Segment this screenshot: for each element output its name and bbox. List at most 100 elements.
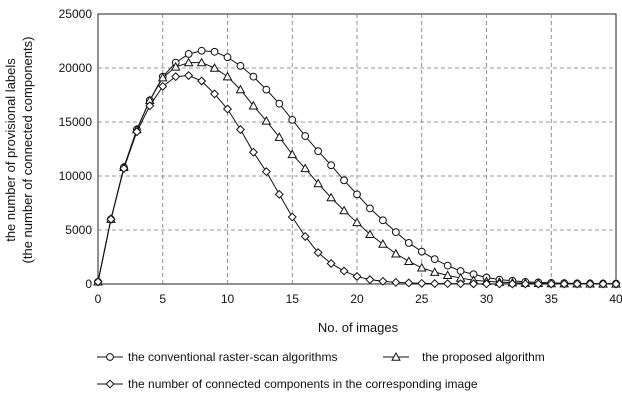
data-point-diamond <box>559 279 569 289</box>
data-point-triangle <box>378 239 388 248</box>
y-axis-label: the number of provisional labels <box>3 58 18 242</box>
data-point-diamond <box>611 279 621 289</box>
data-point-circle <box>404 239 413 247</box>
data-point-diamond <box>119 163 129 173</box>
legend-marker-triangle <box>391 351 401 361</box>
data-point-triangle <box>416 262 427 272</box>
data-point-diamond <box>585 279 595 289</box>
data-point-diamond <box>235 125 245 135</box>
x-axis-label: No. of images <box>318 320 399 335</box>
data-point-diamond <box>197 76 207 86</box>
data-point-circle <box>391 228 400 237</box>
data-point-diamond <box>404 278 414 288</box>
data-point-diamond <box>352 271 362 281</box>
data-point-triangle <box>403 256 414 266</box>
x-tick-label: 40 <box>609 292 622 306</box>
data-point-diamond <box>261 167 271 177</box>
data-point-diamond <box>287 212 297 222</box>
data-point-circle <box>262 85 271 94</box>
data-point-diamond <box>145 101 155 111</box>
y-tick-label: 20000 <box>59 61 93 75</box>
data-point-circle <box>197 46 206 55</box>
data-point-diamond <box>222 104 233 114</box>
x-tick-label: 10 <box>221 292 235 306</box>
x-tick-label: 35 <box>545 292 559 306</box>
y-tick-label: 5000 <box>65 223 92 237</box>
y-axis-label-secondary: (the number of connected components) <box>20 37 35 264</box>
data-point-diamond <box>339 266 349 276</box>
data-point-circle <box>301 132 310 140</box>
data-point-triangle <box>235 84 246 94</box>
data-point-diamond <box>132 127 142 137</box>
data-point-circle <box>379 216 387 225</box>
x-tick-label: 15 <box>286 292 300 306</box>
data-point-diamond <box>520 279 530 289</box>
data-point-circle <box>353 190 361 199</box>
data-point-triangle <box>261 115 272 125</box>
data-point-triangle <box>209 62 220 72</box>
x-tick-label: 5 <box>159 292 166 306</box>
data-point-diamond <box>158 81 168 91</box>
data-point-diamond <box>443 279 453 289</box>
data-point-triangle <box>339 205 349 215</box>
data-point-diamond <box>572 279 582 289</box>
data-point-diamond <box>378 276 388 286</box>
x-tick-label: 30 <box>480 292 494 306</box>
data-point-diamond <box>184 71 194 81</box>
legend-label: the proposed algorithm <box>422 350 545 364</box>
data-point-circle <box>210 47 219 56</box>
data-point-circle <box>236 61 245 70</box>
data-point-circle <box>430 255 439 264</box>
legend-label: the conventional raster-scan algorithms <box>128 350 337 364</box>
data-point-triangle <box>170 61 181 71</box>
data-point-triangle <box>352 217 362 227</box>
data-point-diamond <box>365 275 375 285</box>
data-point-diamond <box>546 279 556 289</box>
data-point-diamond <box>507 279 517 289</box>
data-point-diamond <box>533 279 543 289</box>
y-tick-label: 15000 <box>59 115 93 129</box>
data-point-diamond <box>481 279 492 289</box>
data-point-diamond <box>326 258 336 268</box>
data-point-diamond <box>93 277 103 287</box>
legend-marker-diamond <box>105 379 115 389</box>
data-point-triangle <box>274 132 285 141</box>
data-point-triangle <box>248 100 259 110</box>
y-tick-label: 25000 <box>59 7 93 21</box>
x-tick-label: 20 <box>350 292 364 306</box>
data-point-diamond <box>469 279 479 289</box>
data-point-triangle <box>429 267 440 276</box>
data-point-triangle <box>196 57 207 67</box>
x-tick-label: 25 <box>415 292 429 306</box>
data-point-diamond <box>391 277 401 287</box>
legend-marker-circle <box>106 353 114 361</box>
data-point-circle <box>184 50 193 58</box>
y-tick-label: 0 <box>85 277 92 291</box>
data-point-triangle <box>183 57 194 67</box>
data-point-circle <box>314 147 323 156</box>
data-point-diamond <box>430 279 440 289</box>
data-point-triangle <box>157 72 168 82</box>
data-point-circle <box>340 176 348 185</box>
data-point-diamond <box>494 279 504 289</box>
data-point-triangle <box>365 229 375 239</box>
data-point-circle <box>288 115 297 124</box>
data-point-circle <box>366 204 374 213</box>
data-point-circle <box>443 261 452 270</box>
x-tick-label: 0 <box>95 292 102 306</box>
data-point-diamond <box>417 278 427 288</box>
data-point-diamond <box>106 214 116 224</box>
legend-label: the number of connected components in th… <box>128 377 478 391</box>
data-point-diamond <box>313 248 323 258</box>
data-point-diamond <box>456 279 466 289</box>
data-point-triangle <box>326 192 336 202</box>
data-point-diamond <box>248 147 258 157</box>
y-tick-label: 10000 <box>59 169 93 183</box>
data-point-diamond <box>274 189 284 199</box>
data-point-circle <box>249 72 258 81</box>
data-point-triangle <box>222 71 233 81</box>
data-point-diamond <box>210 89 220 99</box>
data-point-circle <box>417 247 426 256</box>
